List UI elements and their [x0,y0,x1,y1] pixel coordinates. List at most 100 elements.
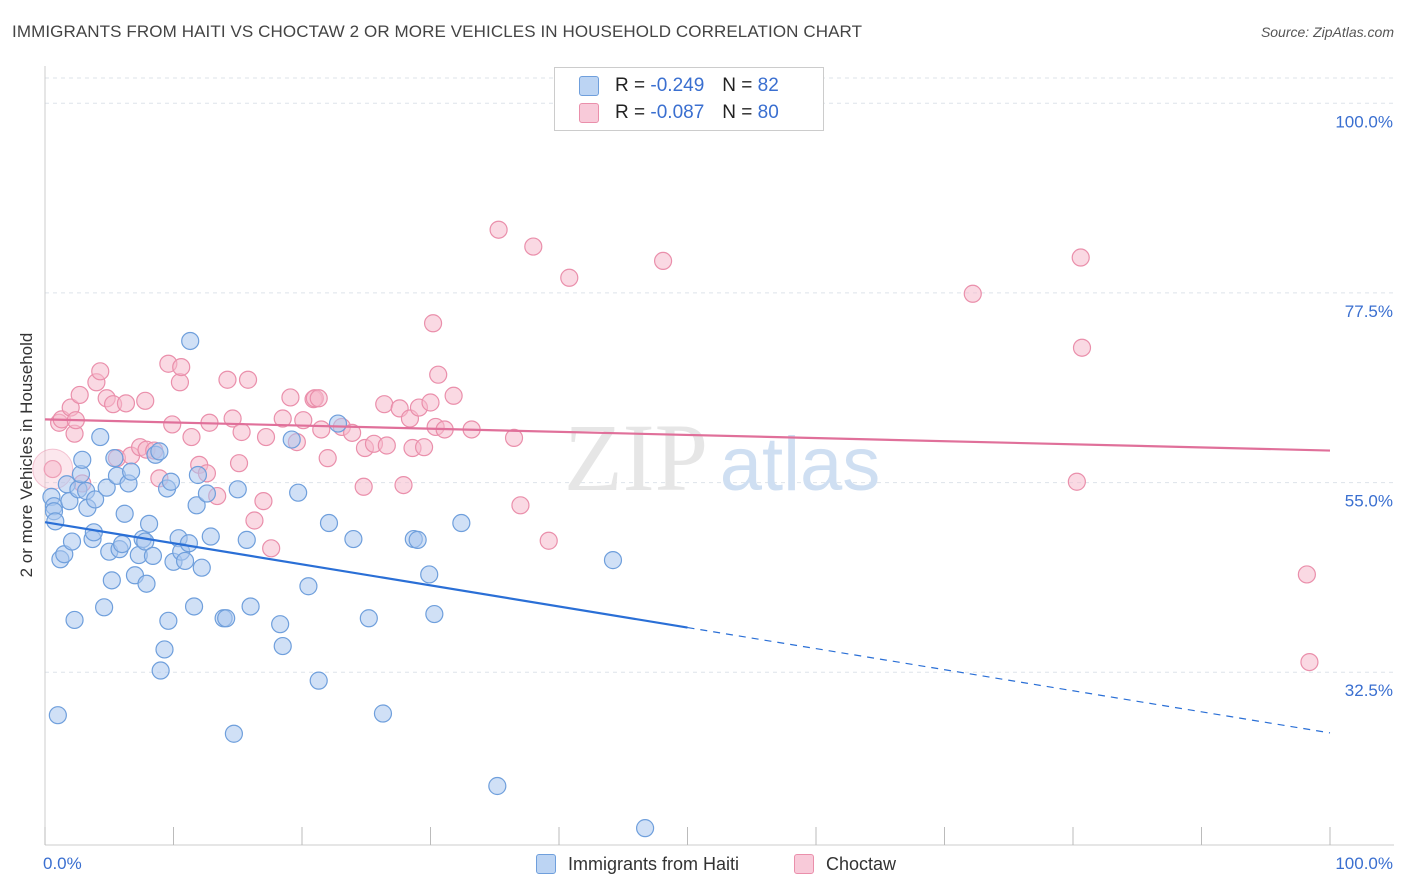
choctaw-point [273,409,292,428]
haiti-point [97,478,116,497]
haiti-point [62,532,82,551]
n-label: N = [722,102,753,123]
stats-legend: R = -0.249 N = 82 R = -0.087 N = 80 [554,67,824,131]
choctaw-point [375,395,394,414]
choctaw-point [414,438,434,457]
haiti-swatch [579,76,599,96]
haiti-point [273,636,292,656]
choctaw-point [429,365,448,384]
legend-label-haiti: Immigrants from Haiti [568,853,740,874]
choctaw-point [653,251,673,270]
haiti-point [282,430,301,449]
haiti-point [105,449,124,468]
y-tick-label: 32.5% [1345,681,1393,700]
haiti-point [65,610,84,630]
choctaw-point [318,449,337,468]
haiti-point [373,704,393,723]
haiti-point [228,480,247,499]
trend-lines [44,418,1331,734]
haiti-trend-line [44,521,688,629]
haiti-point [271,615,290,634]
choctaw-point [1300,652,1319,672]
choctaw-point [1067,472,1086,491]
r-label: R = [615,102,646,123]
chart-title: IMMIGRANTS FROM HAITI VS CHOCTAW 2 OR MO… [12,22,863,41]
haiti-point [46,512,65,531]
haiti-point [95,598,114,617]
watermark-atlas: atlas [720,422,881,507]
choctaw-point [421,393,440,412]
haiti-point [84,523,103,542]
choctaw-point [256,427,276,447]
choctaw-point [281,388,300,407]
x-tick-label: 100.0% [1335,854,1393,873]
legend-item-choctaw[interactable]: Choctaw [794,852,896,876]
choctaw-point [312,420,331,439]
choctaw-point [309,389,328,408]
haiti-point [328,414,348,433]
choctaw-point [182,427,201,447]
source-label: Source: ZipAtlas.com [1260,24,1394,40]
haiti-point [86,490,105,509]
choctaw-point [238,370,258,389]
haiti-point [179,534,199,553]
choctaw-point [1297,565,1316,584]
haiti-point [155,640,174,659]
haiti-point [319,513,339,533]
haiti-point [73,450,92,469]
haiti-point [217,609,236,628]
choctaw-point [43,459,62,479]
legend-item-haiti[interactable]: Immigrants from Haiti [536,852,739,876]
choctaw-swatch [579,103,599,123]
haiti-point [289,483,308,502]
haiti-point [143,546,163,566]
choctaw-point [218,370,237,389]
choctaw-point [232,422,251,442]
haiti-point [150,442,169,461]
haiti-point [48,706,67,725]
watermark: ZIP atlas [564,404,880,511]
choctaw-point [539,531,558,550]
haiti-point [420,565,439,584]
choctaw-point [963,284,982,303]
haiti-point [201,527,220,546]
choctaw-trend-line [44,418,1331,452]
choctaw-point [91,362,110,381]
n-value: 82 [757,75,779,96]
choctaw-point [1072,338,1092,357]
choctaw-point [1071,248,1090,267]
haiti-point [112,534,132,554]
choctaw-point [136,391,155,410]
choctaw-point [394,476,413,495]
haiti-point [139,514,159,533]
haiti-point [181,331,200,351]
r-value: -0.087 [650,102,705,123]
haiti-point [241,597,260,616]
choctaw-point [229,454,249,473]
choctaw-point [377,436,396,455]
y-tick-label: 77.5% [1345,302,1393,321]
axes [44,66,1394,846]
y-axis-label: 2 or more Vehicles in Household [17,332,36,578]
stats-legend-row-choctaw: R = -0.087 N = 80 [579,101,779,125]
haiti-point [184,597,204,616]
choctaw-point [116,394,136,413]
haiti-point [102,571,121,590]
watermark-zip: ZIP [564,404,708,511]
haiti-legend-swatch [536,854,556,874]
choctaw-point [560,268,579,287]
choctaw-point [343,423,362,442]
haiti-point [635,819,655,838]
choctaw-point [524,237,543,256]
n-value: 80 [757,102,779,123]
haiti-point [299,577,318,596]
choctaw-point [163,415,182,434]
y-tick-label: 100.0% [1335,112,1393,131]
haiti-point [188,465,208,485]
choctaw-point [245,511,264,530]
haiti-point [224,724,243,743]
haiti-point [488,776,507,796]
haiti-point [161,472,181,491]
haiti-point [237,530,256,549]
choctaw-point [511,496,530,515]
